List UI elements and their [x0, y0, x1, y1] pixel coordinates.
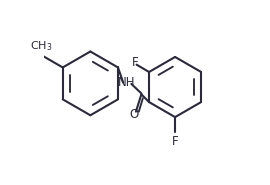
- Text: CH$_3$: CH$_3$: [30, 40, 52, 53]
- Text: F: F: [172, 134, 178, 148]
- Text: NH: NH: [118, 76, 136, 89]
- Text: O: O: [129, 108, 139, 121]
- Text: F: F: [132, 56, 139, 69]
